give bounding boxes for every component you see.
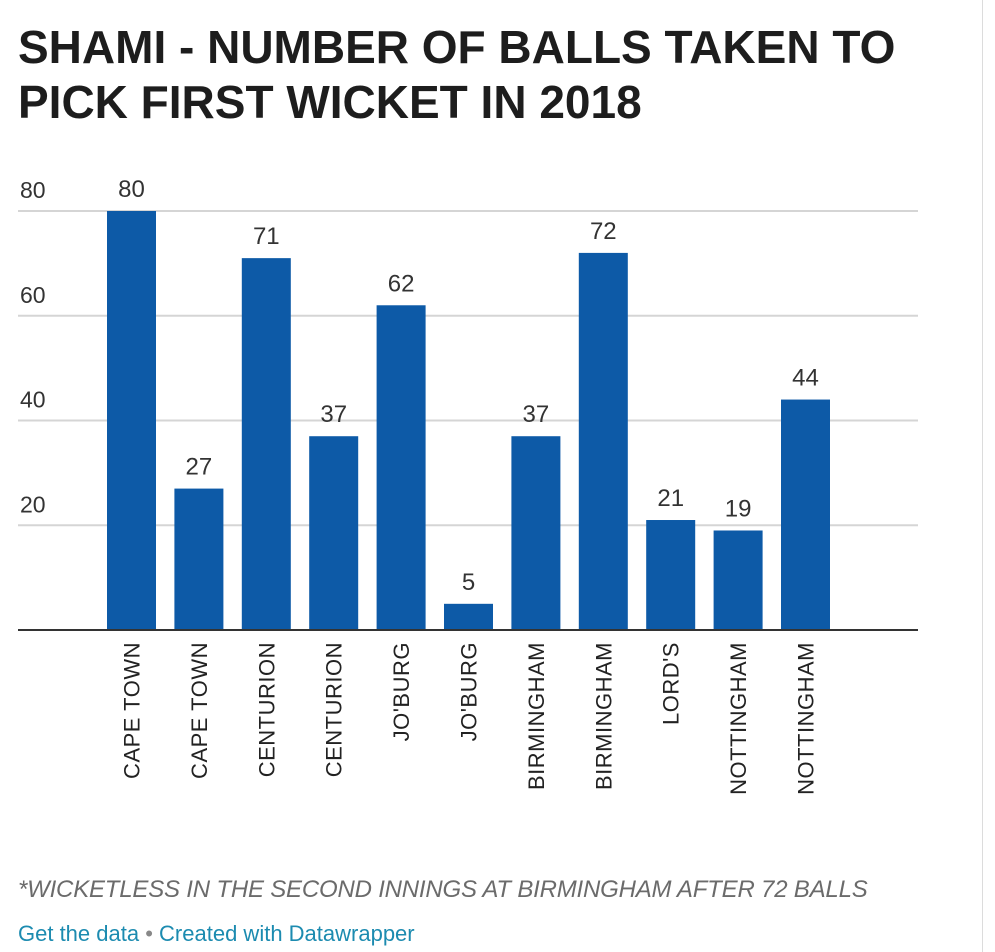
x-category-label: CAPE TOWN	[120, 642, 145, 779]
x-category-label: CENTURION	[322, 642, 347, 777]
x-category-label: BIRMINGHAM	[524, 642, 549, 790]
bar	[511, 436, 561, 630]
y-tick-label: 60	[20, 282, 46, 308]
bar	[781, 399, 830, 630]
bar-value-label: 62	[388, 270, 415, 297]
bar-value-label: 27	[186, 454, 213, 481]
x-category-label: NOTTINGHAM	[726, 642, 751, 795]
bar-value-label: 21	[657, 485, 684, 512]
x-category-label: BIRMINGHAM	[591, 642, 616, 790]
bar-value-label: 72	[590, 218, 617, 245]
x-category-label: JO'BURG	[389, 642, 414, 741]
get-the-data-link[interactable]: Get the data	[18, 921, 140, 946]
chart-title: SHAMI - NUMBER OF BALLS TAKEN TO PICK FI…	[18, 21, 896, 128]
y-tick-label: 20	[20, 491, 46, 517]
x-category-label: CENTURION	[254, 642, 279, 777]
created-with-datawrapper-link[interactable]: Created with Datawrapper	[159, 921, 415, 946]
bar	[309, 436, 359, 630]
bar	[578, 252, 628, 630]
bar-value-label: 71	[253, 223, 280, 250]
bar	[646, 520, 696, 630]
bar-chart: 20 40 60 80 80 CAPE TOWN 27 CAPE TOWN 71 CENTURIO…	[18, 176, 918, 795]
bar-value-label: 37	[523, 401, 550, 428]
bar	[241, 258, 291, 630]
x-category-label: LORD'S	[659, 642, 684, 725]
bar-value-label: 44	[792, 365, 819, 392]
x-category-label: NOTTINGHAM	[794, 642, 819, 795]
y-tick-label: 80	[20, 177, 46, 203]
bar	[174, 488, 224, 630]
y-tick-label: 40	[20, 387, 46, 413]
chart-footer: Get the data • Created with Datawrapper	[18, 921, 415, 947]
bar-value-label: 19	[725, 495, 752, 522]
bar	[713, 530, 763, 630]
bar	[444, 603, 493, 630]
bar-value-label: 80	[118, 176, 145, 203]
chart-note: *WICKETLESS IN THE SECOND INNINGS AT BIR…	[18, 876, 868, 903]
bar	[376, 305, 426, 630]
x-category-label: CAPE TOWN	[187, 642, 212, 779]
bar-value-label: 37	[320, 401, 347, 428]
bar-value-label: 5	[462, 569, 475, 596]
bar	[107, 211, 156, 630]
footer-separator: •	[145, 921, 153, 946]
x-category-label: JO'BURG	[457, 642, 482, 741]
right-edge-divider	[982, 0, 983, 952]
